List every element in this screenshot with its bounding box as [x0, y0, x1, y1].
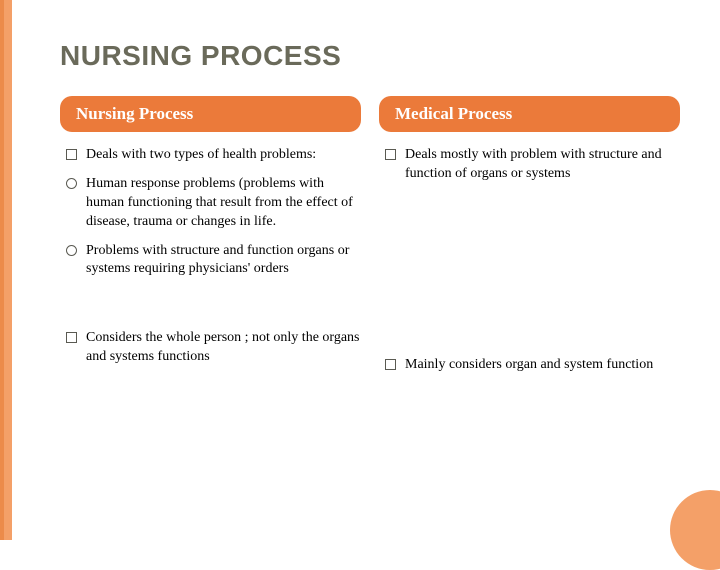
left-item-list-2: Considers the whole person ; not only th… [60, 329, 361, 367]
corner-decoration-circle [670, 490, 720, 570]
right-item-list: Deals mostly with problem with structure… [379, 146, 680, 184]
list-item-text: Deals with two types of health problems: [86, 147, 316, 162]
list-item-text: Mainly considers organ and system functi… [405, 357, 653, 372]
list-item-text: Deals mostly with problem with structure… [405, 147, 662, 181]
comparison-columns: Nursing Process Deals with two types of … [60, 96, 680, 385]
list-item: Problems with structure and function org… [60, 242, 361, 280]
left-item-list: Deals with two types of health problems:… [60, 146, 361, 279]
list-item: Considers the whole person ; not only th… [60, 329, 361, 367]
right-column-header: Medical Process [379, 96, 680, 132]
list-item-text: Problems with structure and function org… [86, 243, 349, 277]
slide-title: NURSING PROCESS [60, 40, 680, 72]
left-column: Nursing Process Deals with two types of … [60, 96, 361, 385]
list-item-text: Considers the whole person ; not only th… [86, 330, 360, 364]
left-accent-bar-inner [0, 0, 4, 540]
spacer [379, 194, 680, 356]
list-item: Mainly considers organ and system functi… [379, 356, 680, 375]
spacer [60, 289, 361, 329]
right-item-list-2: Mainly considers organ and system functi… [379, 356, 680, 375]
right-column: Medical Process Deals mostly with proble… [379, 96, 680, 385]
list-item: Deals mostly with problem with structure… [379, 146, 680, 184]
list-item-text: Human response problems (problems with h… [86, 176, 353, 229]
left-column-header: Nursing Process [60, 96, 361, 132]
list-item: Human response problems (problems with h… [60, 175, 361, 232]
list-item: Deals with two types of health problems: [60, 146, 361, 165]
slide-container: NURSING PROCESS Nursing Process Deals wi… [0, 0, 720, 385]
